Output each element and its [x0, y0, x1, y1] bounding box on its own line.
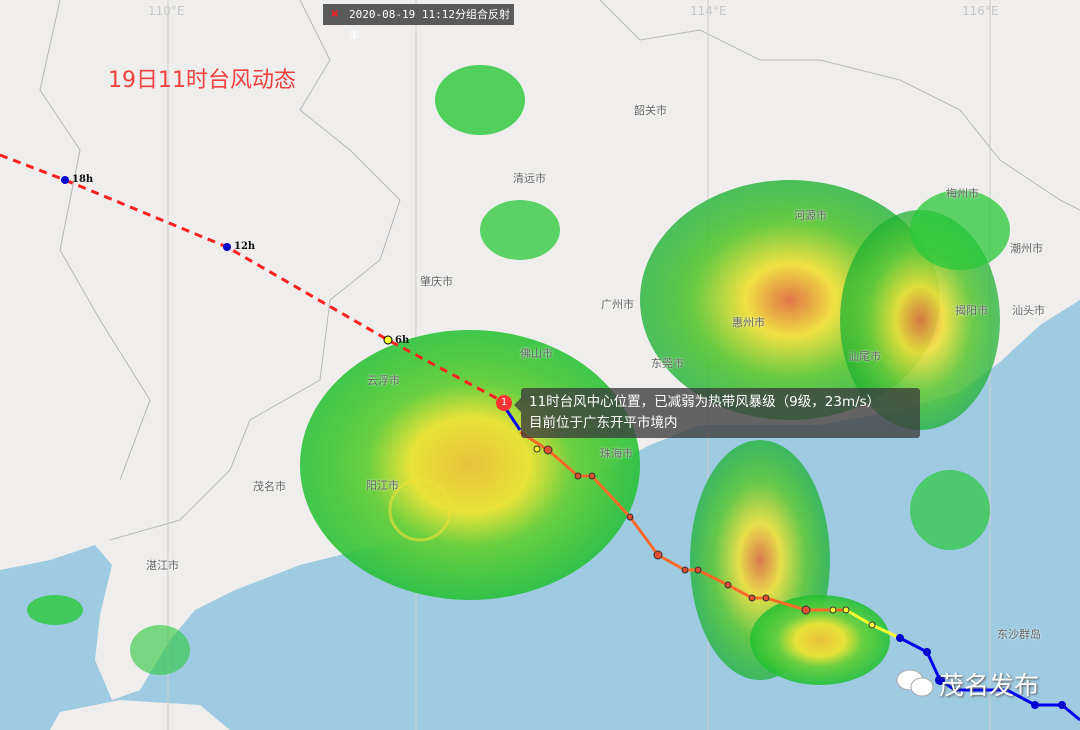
typhoon-position-marker[interactable]: 1: [496, 395, 512, 411]
city-label: 云浮市: [367, 374, 400, 387]
province-borders: [39, 0, 1080, 541]
city-label: 惠州市: [732, 316, 765, 329]
longitude-label: 110°E: [148, 4, 185, 18]
city-label: 揭阳市: [955, 304, 988, 317]
city-label: 阳江市: [366, 479, 399, 492]
track-time-label: 12h: [234, 241, 256, 252]
close-icon[interactable]: ✖: [331, 7, 339, 22]
city-label: 梅州市: [946, 187, 979, 200]
city-label: 潮州市: [1010, 242, 1043, 255]
longitude-label: 116°E: [962, 4, 999, 18]
city-label: 湛江市: [146, 559, 179, 572]
city-label: 东沙群岛: [997, 628, 1041, 641]
hainan-island: [50, 700, 230, 730]
city-label: 茂名市: [253, 480, 286, 493]
track-time-label: 18h: [72, 174, 94, 185]
wechat-icon: [896, 669, 934, 697]
city-label: 佛山市: [520, 347, 553, 360]
track-time-label: 6h: [395, 335, 410, 346]
city-label: 汕尾市: [848, 350, 881, 363]
city-label: 汕头市: [1012, 304, 1045, 317]
city-label: 肇庆市: [420, 275, 453, 288]
page-title: 19日11时台风动态: [108, 68, 296, 93]
city-label: 清远市: [513, 172, 546, 185]
watermark-text: 茂名发布: [939, 671, 1040, 700]
city-label: 东莞市: [651, 357, 684, 370]
tooltip-line-2: 目前位于广东开平市境内: [529, 415, 678, 431]
track-points: [61, 176, 1066, 709]
watermark: 茂名发布: [895, 666, 1039, 702]
city-label: 韶关市: [634, 104, 667, 117]
longitude-label: 114°E: [690, 4, 727, 18]
tooltip-line-1: 11时台风中心位置，已减弱为热带风暴级（9级，23m/s）: [529, 394, 881, 410]
city-label: 河源市: [794, 209, 827, 222]
radar-header-text: 2020-08-19 11:12分组合反射率: [349, 8, 510, 42]
forecast-track-blue: [899, 636, 1080, 722]
typhoon-tooltip: 11时台风中心位置，已减弱为热带风暴级（9级，23m/s） 目前位于广东开平市境…: [514, 388, 920, 438]
city-label: 广州市: [601, 298, 634, 311]
radar-header[interactable]: ✖ 2020-08-19 11:12分组合反射率: [323, 4, 514, 42]
city-label: 珠海市: [600, 447, 633, 460]
